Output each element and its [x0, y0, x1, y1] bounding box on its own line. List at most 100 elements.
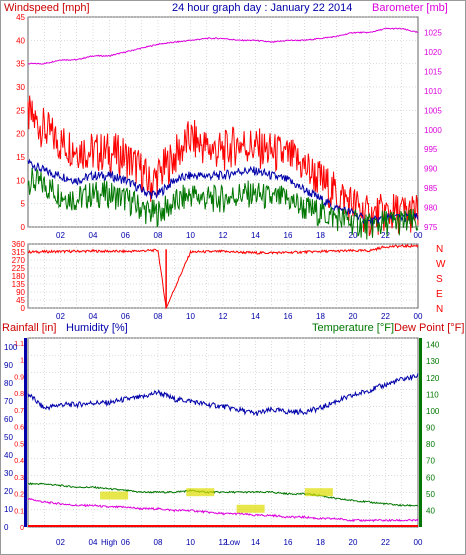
- x-tick-label: 12: [219, 312, 228, 321]
- humidity-y-tick-label: 0: [4, 523, 9, 532]
- compass-label: N: [436, 304, 443, 315]
- x-tick-label: 14: [251, 538, 260, 547]
- baro-y-tick-label: 975: [424, 223, 438, 232]
- temperature-axis-bar: [419, 338, 422, 527]
- humidity-y-tick-label: 20: [4, 487, 13, 496]
- x-tick-label: 22: [381, 538, 390, 547]
- direction-y-tick-label: 135: [12, 280, 26, 289]
- temperature-y-tick-label: 90: [426, 424, 435, 433]
- x-tick-label: 16: [284, 312, 293, 321]
- temperature-y-tick-label: 40: [426, 506, 435, 515]
- highlight-marker: [100, 491, 129, 500]
- rain-y-tick-label: 0.6: [14, 425, 24, 432]
- humidity-y-tick-label: 10: [4, 505, 13, 514]
- x-tick-label: 00: [414, 312, 423, 321]
- humidity-y-tick-label: 70: [4, 397, 13, 406]
- rain-y-tick-label: 0.9: [14, 374, 24, 381]
- x-tick-label: 20: [349, 312, 358, 321]
- x-tick-label: 00: [414, 231, 423, 240]
- direction-y-tick-label: 270: [12, 256, 26, 265]
- x-tick-label: 18: [316, 231, 325, 240]
- humidity-y-tick-label: 30: [4, 469, 13, 478]
- wind-y-tick-label: 30: [16, 83, 25, 92]
- series-temperature: [27, 482, 418, 507]
- humidity-y-tick-label: 90: [4, 361, 13, 370]
- baro-y-tick-label: 1000: [424, 126, 442, 135]
- series-gust: [27, 95, 419, 237]
- wind-y-tick-label: 15: [16, 153, 25, 162]
- compass-label: W: [436, 259, 446, 270]
- wind-y-tick-label: 5: [21, 200, 26, 209]
- series-wind-direction: [27, 243, 419, 310]
- humidity-y-tick-label: 60: [4, 415, 13, 424]
- direction-y-tick-label: 315: [12, 248, 26, 257]
- rain-y-tick-label: 0.5: [14, 441, 24, 448]
- low-marker-label: Low: [225, 538, 240, 547]
- baro-y-tick-label: 995: [424, 145, 438, 154]
- x-tick-label: 16: [284, 538, 293, 547]
- temperature-y-tick-label: 120: [426, 374, 440, 383]
- x-tick-label: 20: [349, 231, 358, 240]
- barometer-axis-label: Barometer [mb]: [372, 2, 448, 14]
- humidity-y-tick-label: 100: [4, 343, 18, 352]
- temperature-y-tick-label: 130: [426, 357, 440, 366]
- rainfall-axis-label: Rainfall [in]: [2, 322, 56, 334]
- temperature-y-tick-label: 140: [426, 341, 440, 350]
- x-tick-label: 16: [284, 231, 293, 240]
- baro-y-tick-label: 980: [424, 204, 438, 213]
- wind-y-tick-label: 0: [21, 223, 26, 232]
- direction-y-tick-label: 360: [12, 240, 26, 249]
- series-avg: [27, 158, 419, 226]
- humidity-axis-bar: [24, 338, 27, 527]
- high-marker-label: High: [101, 538, 117, 547]
- x-tick-label: 10: [186, 538, 195, 547]
- baro-y-tick-label: 985: [424, 184, 438, 193]
- x-tick-label: 12: [219, 538, 228, 547]
- baro-y-tick-label: 1025: [424, 29, 442, 38]
- series-wind: [27, 167, 419, 240]
- x-tick-label: 18: [316, 312, 325, 321]
- direction-y-tick-label: 225: [12, 264, 26, 273]
- humidity-y-tick-label: 50: [4, 433, 13, 442]
- x-tick-label: 08: [154, 312, 163, 321]
- dewpoint-axis-label: Dew Point [°F]: [394, 322, 464, 334]
- baro-y-tick-label: 1020: [424, 48, 442, 57]
- x-tick-label: 18: [316, 538, 325, 547]
- series-barometer: [27, 27, 419, 65]
- x-tick-label: 10: [186, 231, 195, 240]
- rain-y-tick-label: 1.1: [14, 341, 24, 348]
- temperature-y-tick-label: 70: [426, 457, 435, 466]
- baro-y-tick-label: 1015: [424, 67, 442, 76]
- rain-y-tick-label: 0.4: [14, 458, 24, 465]
- wind-y-tick-label: 25: [16, 106, 25, 115]
- gridlines: [28, 243, 418, 309]
- wind-y-tick-label: 45: [16, 13, 25, 22]
- humidity-axis-label: Humidity [%]: [66, 322, 128, 334]
- rain-y-tick-label: 0.3: [14, 475, 24, 482]
- highlight-marker: [236, 504, 265, 513]
- x-tick-label: 06: [121, 312, 130, 321]
- humidity-y-tick-label: 80: [4, 379, 13, 388]
- x-tick-label: 08: [154, 538, 163, 547]
- x-tick-label: 22: [381, 312, 390, 321]
- rain-y-tick-label: 0.2: [14, 492, 24, 499]
- x-tick-label: 00: [414, 538, 423, 547]
- compass-label: S: [436, 274, 443, 285]
- wind-y-tick-label: 20: [16, 130, 25, 139]
- direction-y-tick-label: 180: [12, 272, 26, 281]
- x-tick-label: 12: [219, 231, 228, 240]
- x-tick-label: 10: [186, 312, 195, 321]
- rain-y-tick-label: 0: [20, 525, 24, 532]
- humidity-y-tick-label: 40: [4, 451, 13, 460]
- x-tick-label: 22: [381, 231, 390, 240]
- x-tick-label: 04: [89, 312, 98, 321]
- rain-y-tick-label: 0.1: [14, 508, 24, 515]
- rain-y-tick-label: 1: [20, 358, 24, 365]
- wind-y-tick-label: 35: [16, 60, 25, 69]
- baro-y-tick-label: 990: [424, 165, 438, 174]
- x-tick-label: 02: [56, 231, 65, 240]
- x-tick-label: 08: [154, 231, 163, 240]
- graph-title: 24 hour graph day : January 22 2014: [172, 2, 352, 14]
- temperature-y-tick-label: 60: [426, 473, 435, 482]
